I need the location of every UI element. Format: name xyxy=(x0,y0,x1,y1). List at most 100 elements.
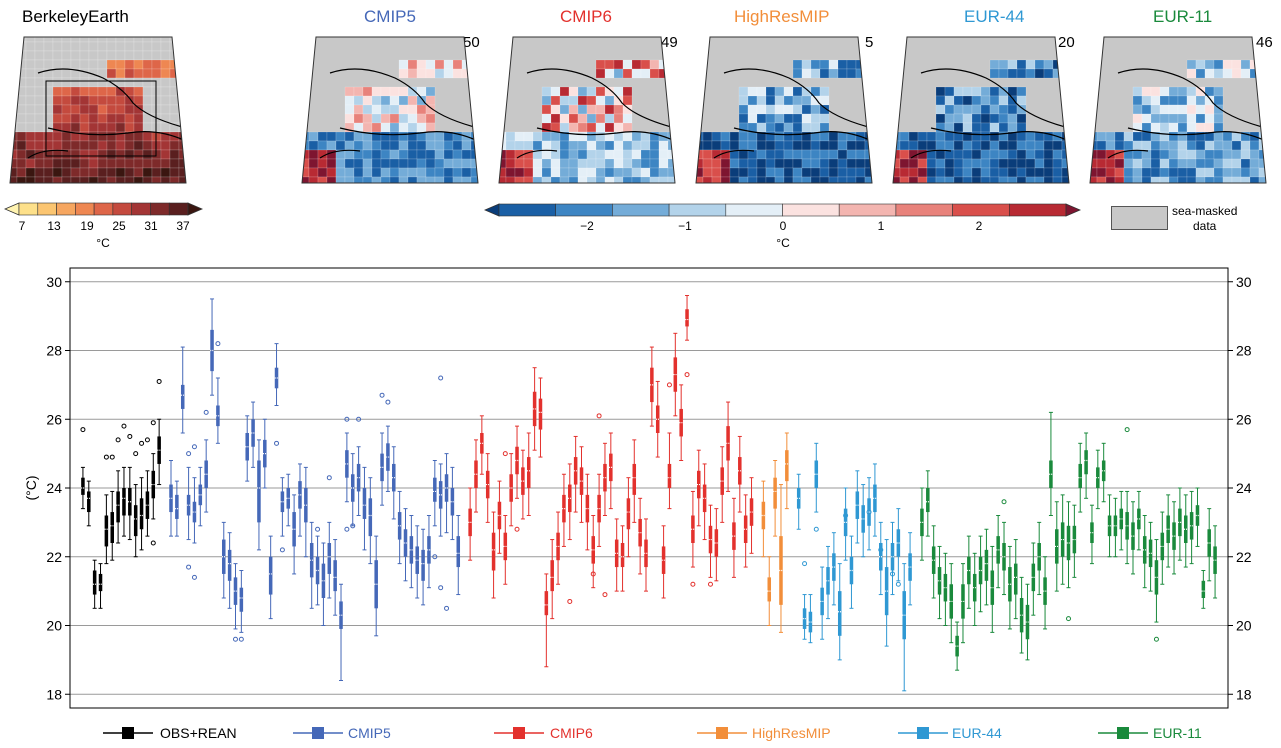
box xyxy=(1084,450,1088,474)
map-cell xyxy=(1160,141,1169,150)
map-cell xyxy=(1017,168,1026,177)
map-cell xyxy=(1214,150,1223,159)
map-cell xyxy=(1017,177,1026,186)
y-tick-label-right: 18 xyxy=(1236,686,1252,702)
map-cell xyxy=(623,159,632,168)
map-cell xyxy=(963,177,972,186)
map-cell xyxy=(327,177,336,186)
map-cell xyxy=(802,159,811,168)
map-cell xyxy=(838,177,847,186)
map-cell xyxy=(71,159,80,168)
map-cell xyxy=(417,177,426,186)
map-cell xyxy=(390,141,399,150)
map-cell xyxy=(408,150,417,159)
map-cell xyxy=(497,177,506,186)
map-cell xyxy=(990,60,999,69)
map-cell xyxy=(909,168,918,177)
map-cell xyxy=(945,168,954,177)
map-cell xyxy=(829,69,838,78)
map-cell xyxy=(417,141,426,150)
map-cell xyxy=(1026,159,1035,168)
map-cell xyxy=(309,132,318,141)
map-cell xyxy=(71,141,80,150)
map-cell xyxy=(614,159,623,168)
map-cell xyxy=(578,159,587,168)
map-cell xyxy=(1241,141,1250,150)
map-cell xyxy=(125,51,134,60)
map-cell xyxy=(1062,141,1071,150)
map-cell xyxy=(1187,168,1196,177)
map-cell xyxy=(757,96,766,105)
map-cell xyxy=(17,114,26,123)
outlier xyxy=(187,452,191,456)
map-cell xyxy=(417,105,426,114)
bias-colorbar-tick: 0 xyxy=(780,219,787,233)
map-cell xyxy=(999,150,1008,159)
map-cell xyxy=(17,141,26,150)
map-cell xyxy=(1223,168,1232,177)
map-cell xyxy=(107,123,116,132)
map-cell xyxy=(623,69,632,78)
map-cell xyxy=(71,150,80,159)
map-cell xyxy=(811,123,820,132)
colorbar-segment xyxy=(612,204,669,216)
colorbar-segment xyxy=(94,203,113,215)
map-cell xyxy=(98,51,107,60)
map-cell xyxy=(1062,60,1071,69)
colorbar-extend-low xyxy=(485,204,499,216)
map-cell xyxy=(1124,141,1133,150)
map-cell xyxy=(1205,168,1214,177)
map-cell xyxy=(641,60,650,69)
map-cell xyxy=(802,114,811,123)
map-cell xyxy=(381,132,390,141)
map-cell xyxy=(909,141,918,150)
map-cell xyxy=(784,150,793,159)
map-cell xyxy=(35,42,44,51)
colorbar-segment xyxy=(839,204,896,216)
map-cell xyxy=(865,132,874,141)
map-cell xyxy=(1053,150,1062,159)
map-cell xyxy=(524,132,533,141)
map-cell xyxy=(1178,168,1187,177)
map-cell xyxy=(453,69,462,78)
map-cell xyxy=(390,159,399,168)
map-cell xyxy=(116,159,125,168)
map-cell xyxy=(26,168,35,177)
map-cell xyxy=(784,177,793,186)
map-cell xyxy=(560,168,569,177)
map-cell xyxy=(945,159,954,168)
y-tick-label: 22 xyxy=(46,549,62,565)
map-cell xyxy=(623,114,632,123)
map-cell xyxy=(17,132,26,141)
box xyxy=(328,543,332,574)
map-cell xyxy=(1026,69,1035,78)
map-cell xyxy=(515,141,524,150)
map-cell xyxy=(399,114,408,123)
map-cell xyxy=(927,159,936,168)
map-cell xyxy=(1008,123,1017,132)
map-cell xyxy=(426,123,435,132)
map-cell xyxy=(1124,132,1133,141)
map-cell xyxy=(89,177,98,186)
map-cell xyxy=(560,150,569,159)
map-cell xyxy=(900,141,909,150)
map-cell xyxy=(605,159,614,168)
map-cell xyxy=(1106,159,1115,168)
map-cell xyxy=(569,96,578,105)
map-cell xyxy=(408,159,417,168)
box xyxy=(134,505,138,536)
map-cell xyxy=(811,141,820,150)
map-cell xyxy=(981,177,990,186)
map-cell xyxy=(399,96,408,105)
box xyxy=(1202,581,1206,598)
map-cell xyxy=(668,132,677,141)
map-cell xyxy=(668,141,677,150)
map-cell xyxy=(1008,60,1017,69)
map-cell xyxy=(435,69,444,78)
map-cell xyxy=(703,150,712,159)
map-cell xyxy=(784,87,793,96)
map-cell xyxy=(116,123,125,132)
map-cell xyxy=(811,105,820,114)
map-cell xyxy=(1026,168,1035,177)
map-cell xyxy=(35,141,44,150)
